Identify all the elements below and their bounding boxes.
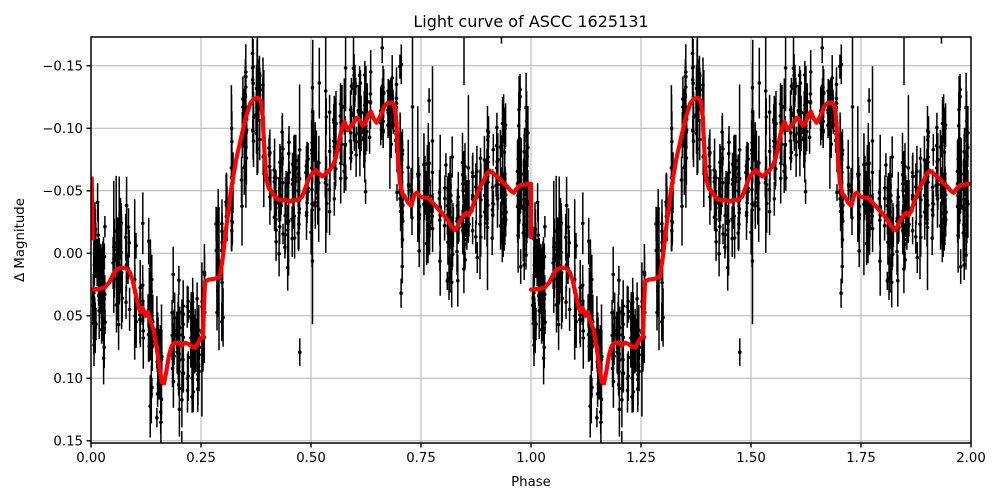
x-tick-label: 1.25 (626, 451, 656, 466)
x-tick-label: 0.00 (76, 451, 106, 466)
y-tick-label: 0.15 (53, 434, 83, 449)
x-axis-label: Phase (511, 475, 551, 490)
x-tick-label: 1.50 (736, 451, 766, 466)
y-tick-label: 0.00 (53, 247, 83, 262)
x-tick-label: 0.75 (406, 451, 436, 466)
x-axis-ticks: 0.00 0.25 0.50 0.75 1.00 1.25 1.50 1.75 2.00 (76, 443, 986, 466)
y-tick-label: −0.10 (42, 122, 83, 137)
y-axis-label: Δ Magnitude (13, 198, 28, 282)
y-tick-label: 0.05 (53, 309, 83, 324)
smoothed-curve-line (91, 95, 971, 386)
x-tick-label: 0.25 (186, 451, 216, 466)
x-tick-label: 1.00 (516, 451, 546, 466)
y-tick-label: 0.10 (53, 372, 83, 387)
chart-title: Light curve of ASCC 1625131 (413, 12, 648, 31)
x-tick-label: 0.50 (296, 451, 326, 466)
y-tick-label: −0.15 (42, 59, 83, 74)
x-tick-label: 1.75 (846, 451, 876, 466)
x-tick-label: 2.00 (956, 451, 986, 466)
smoothed-curve (91, 95, 971, 386)
y-axis-ticks: −0.15 −0.10 −0.05 0.00 0.05 0.10 0.15 (42, 59, 91, 449)
y-tick-label: −0.05 (42, 184, 83, 199)
